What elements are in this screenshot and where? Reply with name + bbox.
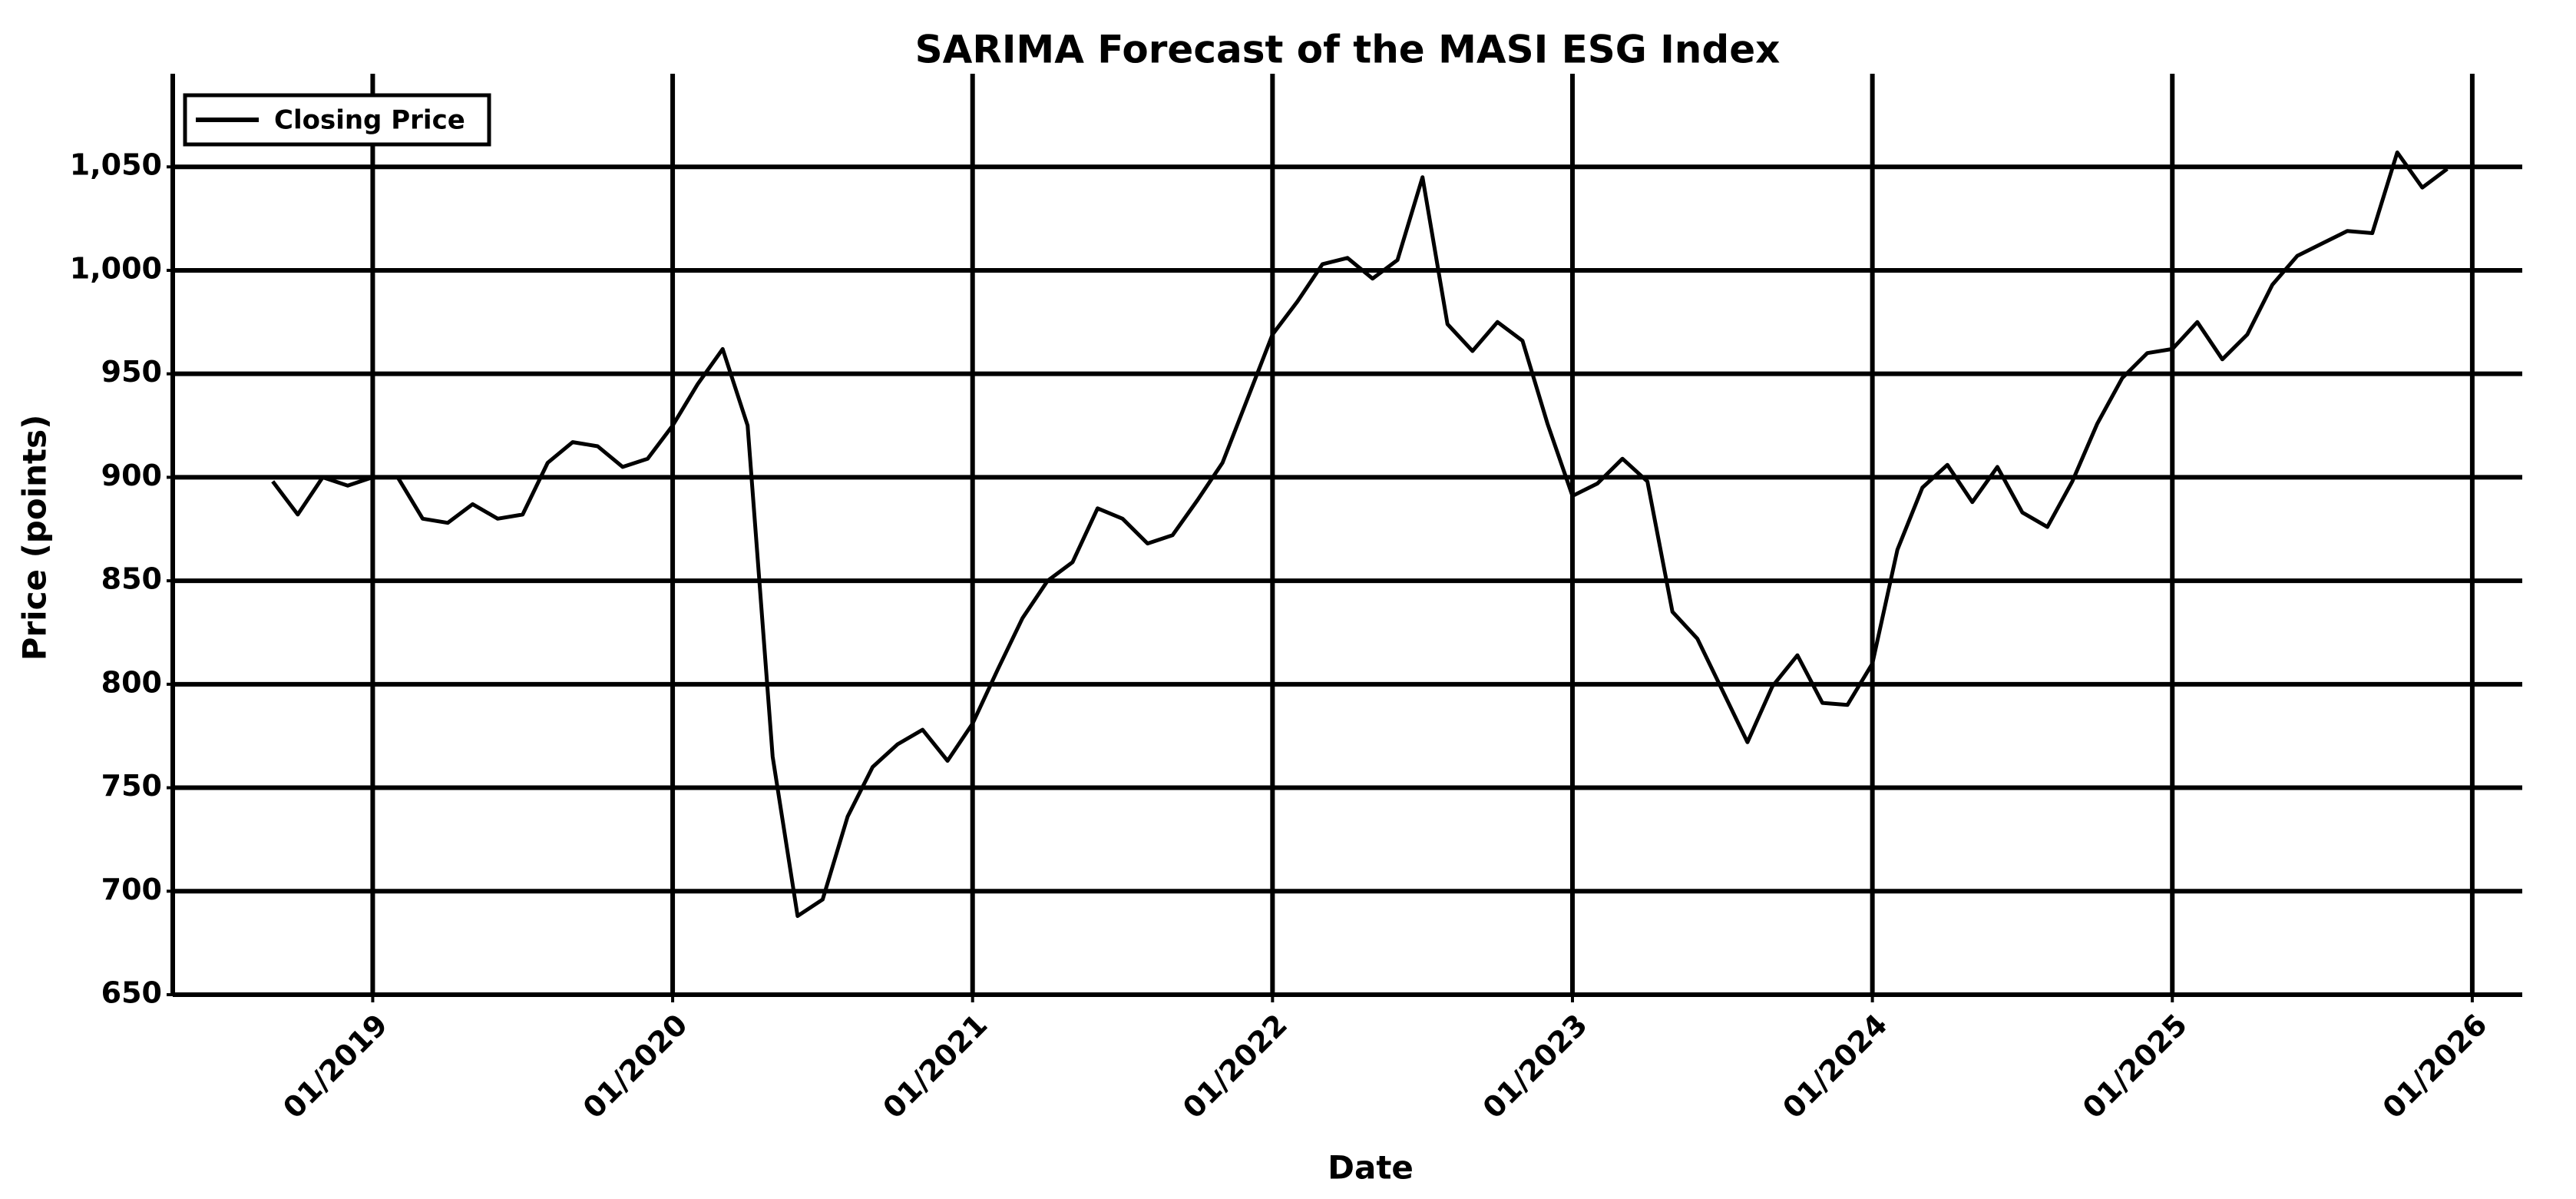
data-line [271, 150, 2449, 919]
x-tick-label: 01/2021 [876, 1008, 994, 1125]
legend-label: Closing Price [274, 105, 465, 136]
x-tick-label: 01/2020 [577, 1008, 694, 1125]
y-tick-label: 750 [101, 769, 162, 803]
y-tick-label: 650 [101, 976, 162, 1010]
y-axis-label: Price (points) [16, 415, 54, 661]
y-tick-label: 850 [101, 562, 162, 596]
x-tick-label: 01/2023 [1476, 1008, 1594, 1125]
y-tick-label: 900 [101, 459, 162, 492]
y-tick-label: 800 [101, 665, 162, 699]
x-tick-label: 01/2026 [2376, 1008, 2494, 1125]
chart-title: SARIMA Forecast of the MASI ESG Index [915, 28, 1781, 72]
x-tick-label: 01/2024 [1776, 1008, 1893, 1125]
y-tick-label: 950 [101, 355, 162, 389]
x-axis-label: Date [1328, 1149, 1414, 1187]
legend: Closing Price [183, 93, 491, 147]
x-tick-label: 01/2025 [2076, 1008, 2194, 1125]
x-tick-label: 01/2022 [1176, 1008, 1294, 1125]
y-tick-label: 1,000 [70, 251, 162, 285]
y-tick-label: 1,050 [70, 148, 162, 182]
y-tick-label: 700 [101, 873, 162, 906]
x-tick-label: 01/2019 [276, 1008, 394, 1125]
